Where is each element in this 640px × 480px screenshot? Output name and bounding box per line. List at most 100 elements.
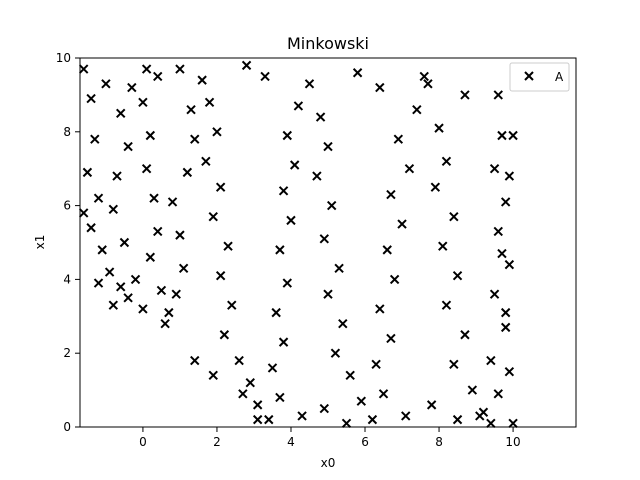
scatter-point [338, 318, 348, 329]
scatter-point [138, 304, 148, 314]
scatter-point [130, 274, 141, 285]
scatter-point [260, 71, 270, 82]
scatter-point [323, 141, 333, 152]
scatter-point [141, 64, 152, 74]
scatter-point [275, 245, 285, 255]
scatter-point [378, 389, 389, 399]
scatter-point [278, 186, 289, 196]
scatter-point [304, 79, 315, 89]
scatter-point [452, 414, 463, 425]
scatter-point [375, 82, 385, 93]
legend: A [509, 62, 570, 92]
scatter-point [116, 108, 126, 119]
scatter-point [204, 97, 215, 107]
scatter-point [123, 141, 133, 152]
scatter-point [500, 197, 511, 207]
scatter-point [93, 193, 104, 203]
scatter-point [497, 130, 507, 141]
scatter-point [212, 127, 222, 137]
x-tick-label: 10 [505, 435, 520, 449]
scatter-point [386, 333, 396, 344]
scatter-point [271, 307, 281, 318]
scatter-point [504, 366, 515, 377]
scatter-point [330, 348, 341, 358]
scatter-point [449, 211, 459, 222]
scatter-point [319, 403, 330, 414]
scatter-point [190, 134, 200, 144]
legend-label: A [555, 70, 564, 84]
scatter-point [326, 200, 337, 211]
scatter-point [278, 337, 289, 347]
scatter-point [208, 370, 218, 381]
scatter-point [382, 245, 392, 255]
scatter-point [497, 248, 507, 259]
scatter-point [86, 93, 96, 104]
scatter-point [215, 182, 226, 192]
scatter-point [393, 134, 404, 144]
scatter-point [234, 355, 244, 366]
scatter-point [352, 68, 363, 78]
scatter-point [101, 79, 111, 89]
scatter-point [438, 241, 448, 251]
scatter-point [267, 363, 278, 373]
scatter-point [341, 418, 352, 429]
scatter-point [493, 226, 503, 237]
scatter-point [434, 123, 444, 133]
scatter-point [486, 418, 496, 429]
scatter-point [289, 160, 300, 170]
scatter-point [104, 267, 115, 277]
scatter-point [197, 75, 207, 85]
scatter-point [334, 263, 344, 274]
scatter-point [452, 271, 463, 281]
scatter-point [97, 245, 107, 255]
plot-layer [78, 57, 577, 429]
scatter-point [500, 322, 511, 333]
scatter-point [312, 171, 322, 181]
scatter-point [345, 370, 355, 381]
scatter-point [282, 130, 292, 141]
scatter-point [467, 385, 478, 395]
scatter-point [78, 208, 89, 218]
scatter-point [419, 71, 429, 82]
scatter-point [441, 300, 452, 310]
scatter-point [319, 234, 330, 244]
scatter-point [219, 330, 230, 340]
scatter-point [112, 171, 122, 181]
scatter-point [297, 411, 307, 421]
x-tick-label: 0 [139, 435, 147, 449]
scatter-point [426, 400, 437, 410]
scatter-point [215, 271, 226, 281]
scatter-point [241, 60, 252, 71]
scatter-point [401, 411, 411, 421]
scatter-point [208, 211, 218, 222]
scatter-point [119, 237, 130, 248]
scatter-point [323, 289, 333, 299]
y-tick-label: 6 [63, 199, 71, 213]
x-tick-label: 2 [213, 435, 221, 449]
scatter-point [145, 252, 156, 262]
scatter-point [252, 414, 263, 425]
x-tick-label: 8 [435, 435, 443, 449]
scatter-point [164, 307, 174, 318]
scatter-point [367, 414, 378, 425]
x-tick-label: 6 [361, 435, 369, 449]
scatter-point [441, 156, 452, 167]
scatter-point [108, 204, 119, 214]
scatter-point [500, 307, 511, 318]
scatter-point [460, 90, 470, 100]
scatter-point [127, 82, 137, 93]
scatter-point [412, 104, 422, 115]
scatter-point [156, 285, 167, 296]
scatter-point [508, 130, 518, 141]
scatter-point [175, 64, 185, 74]
scatter-point [201, 156, 211, 167]
scatter-point [82, 167, 93, 178]
scatter-point [182, 167, 193, 178]
x-tick-label: 4 [287, 435, 295, 449]
y-tick-label: 2 [63, 346, 71, 360]
scatter-point [423, 79, 433, 89]
scatter-point [286, 215, 296, 226]
scatter-point [86, 223, 96, 233]
